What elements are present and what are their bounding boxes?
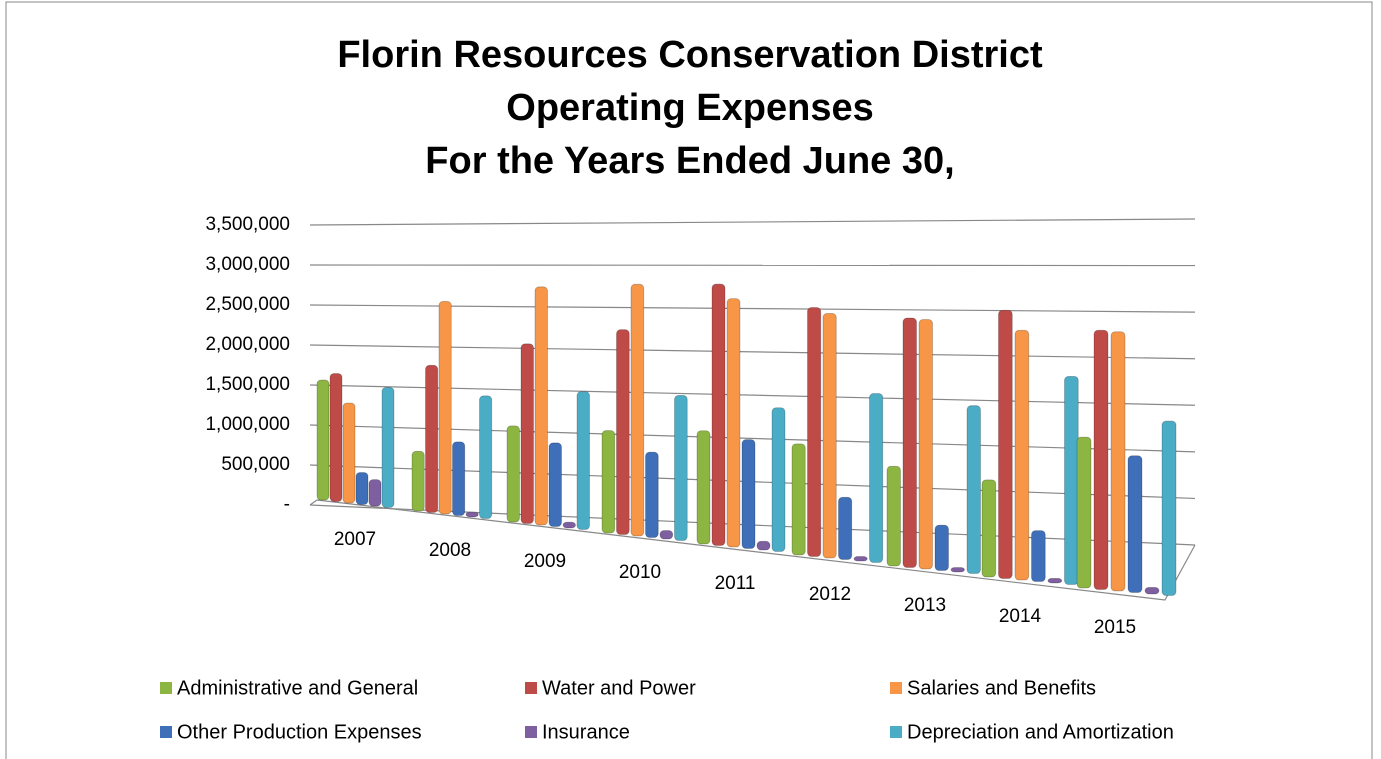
bar (1047, 577, 1063, 584)
bar (316, 379, 330, 501)
bar (329, 373, 343, 502)
bar (771, 407, 786, 552)
chart-frame (5, 1, 1373, 759)
bar (807, 307, 822, 557)
bar (998, 309, 1013, 579)
bar (438, 300, 452, 515)
chart-subtitle: For the Years Ended June 30, (425, 140, 954, 182)
bar (616, 329, 630, 535)
bar (601, 430, 616, 534)
y-tick-label: 3,500,000 (205, 214, 290, 235)
legend-swatch (160, 682, 172, 694)
bar (902, 317, 917, 568)
bar (659, 530, 674, 540)
y-tick-label: - (284, 494, 290, 515)
legend-label: Salaries and Benefits (907, 677, 1096, 699)
x-tick-label: 2014 (999, 606, 1042, 627)
bar (853, 556, 868, 562)
legend-label: Insurance (542, 721, 630, 743)
bar (630, 283, 645, 537)
bar (534, 286, 548, 526)
bar (368, 479, 382, 507)
bar (726, 298, 741, 548)
bar (869, 393, 884, 563)
bar (1076, 436, 1092, 589)
y-tick-label: 2,500,000 (205, 294, 290, 315)
legend-label: Depreciation and Amortization (907, 721, 1174, 743)
bar (1110, 331, 1126, 592)
bar (1093, 329, 1109, 590)
bar (355, 472, 369, 505)
y-tick-label: 2,000,000 (205, 334, 290, 355)
grid-line (309, 264, 1196, 267)
bar (452, 441, 466, 516)
bar (674, 394, 688, 541)
floor-edge (309, 499, 1196, 601)
grid-line (309, 424, 1196, 453)
bar (506, 425, 520, 523)
y-tick-label: 1,000,000 (205, 414, 290, 435)
legend-swatch (160, 726, 172, 738)
bar (342, 402, 356, 504)
legend-label: Water and Power (542, 677, 696, 699)
bar (966, 405, 981, 574)
bar (645, 451, 659, 538)
bar (1031, 530, 1046, 582)
legend-swatch (525, 682, 537, 694)
bar (520, 343, 534, 524)
legend-swatch (525, 726, 537, 738)
bar (381, 387, 395, 508)
bar (1161, 420, 1177, 596)
bar (411, 450, 425, 512)
x-tick-label: 2012 (809, 584, 851, 605)
bar (1014, 329, 1030, 581)
bar (711, 283, 726, 546)
chart-title: Florin Resources Conservation District (337, 34, 1043, 76)
bar (741, 439, 756, 549)
bar (838, 496, 853, 560)
grid-line (309, 384, 1196, 406)
chart-subtitle: Operating Expenses (506, 87, 873, 129)
bar (696, 430, 711, 545)
bar (756, 540, 771, 551)
bar (465, 511, 479, 518)
y-tick-label: 500,000 (221, 454, 290, 475)
legend-swatch (890, 726, 902, 738)
legend-label: Other Production Expenses (177, 721, 422, 743)
bar (886, 465, 901, 567)
x-tick-label: 2010 (619, 562, 661, 583)
bar (791, 443, 806, 556)
grid-line (309, 304, 1196, 313)
x-tick-label: 2011 (715, 573, 756, 594)
bar (1127, 455, 1143, 593)
bar (576, 391, 590, 530)
bar (981, 479, 997, 578)
x-tick-label: 2015 (1094, 617, 1136, 638)
x-tick-label: 2007 (334, 529, 376, 550)
bar (562, 521, 576, 529)
legend-swatch (890, 682, 902, 694)
y-tick-label: 3,000,000 (205, 254, 290, 275)
x-tick-label: 2009 (524, 551, 566, 572)
grid-line (309, 218, 1196, 226)
bar (425, 364, 439, 513)
x-tick-label: 2013 (904, 595, 946, 616)
bar (822, 313, 837, 559)
bar (950, 567, 965, 573)
grid-line (309, 344, 1196, 360)
bar (1144, 587, 1160, 595)
y-tick-label: 1,500,000 (205, 374, 290, 395)
bar (479, 395, 493, 519)
bar (918, 319, 933, 570)
bar (934, 524, 949, 571)
legend-label: Administrative and General (177, 677, 418, 699)
bar (1064, 375, 1079, 585)
x-tick-label: 2008 (429, 540, 471, 561)
bar (548, 442, 562, 527)
